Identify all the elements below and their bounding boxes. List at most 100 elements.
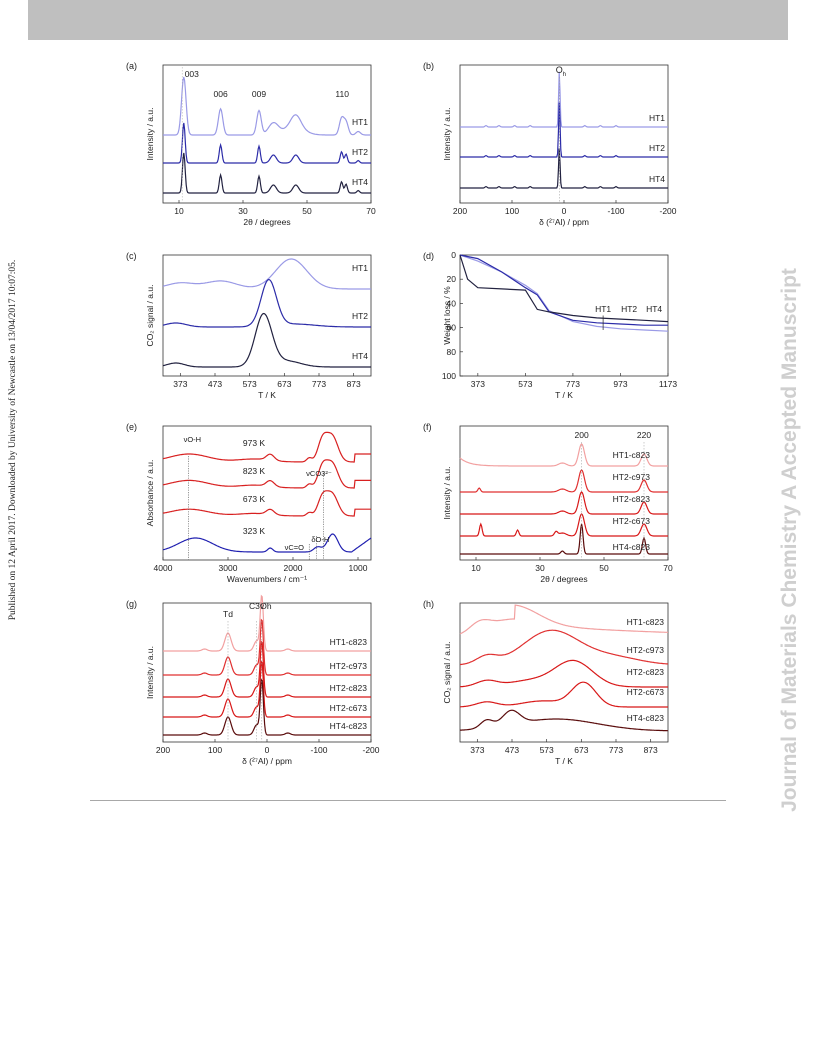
panel-g: (g) Intensity / a.u. δ (²⁷Al) / ppm 200 100 0… [126, 594, 380, 766]
band-annotation: νCO3²⁻ [306, 469, 332, 478]
x-tick-label: 10 [174, 206, 184, 216]
y-tick-label: 80 [447, 347, 457, 357]
series-label: HT1 [352, 263, 368, 273]
panel-label: (f) [423, 422, 432, 432]
series-line [163, 640, 371, 698]
x-tick-label: 773 [609, 745, 623, 755]
y-axis-label: Intensity / a.u. [442, 108, 452, 161]
y-axis-label: Intensity / a.u. [442, 467, 452, 520]
series-line [460, 523, 668, 555]
series-label: HT2 [352, 311, 368, 321]
plot-frame [459, 254, 669, 377]
x-tick-label: 4000 [154, 563, 173, 573]
series-line [163, 678, 371, 736]
series-line [459, 604, 669, 635]
series-label: HT4-c823 [330, 721, 368, 731]
series-label: HT1-c823 [330, 637, 368, 647]
y-axis-label: CO₂ signal / a.u. [442, 642, 452, 704]
peak-annotation: 003 [185, 69, 199, 79]
series-line [162, 533, 372, 553]
series-line [162, 490, 371, 517]
x-tick-label: 50 [599, 563, 609, 573]
y-axis-label: Intensity / a.u. [145, 108, 155, 161]
x-tick-label: 473 [208, 379, 222, 389]
series-line [162, 312, 371, 368]
x-axis-label: T / K [555, 390, 573, 400]
series-label: HT2-c973 [330, 661, 368, 671]
x-axis-label: δ (²⁷Al) / ppm [539, 217, 589, 227]
plot-frame [459, 602, 669, 743]
peak-annotation: O [556, 65, 563, 75]
plot-frame [162, 425, 372, 561]
series-line [163, 76, 371, 136]
x-tick-label: -100 [310, 745, 327, 755]
panel-f: (f) Intensity / a.u. 2θ / degrees 10 30 50 70 H… [423, 422, 673, 584]
y-axis-label: Weight loss / % [442, 286, 452, 345]
x-tick-label: 50 [302, 206, 312, 216]
x-tick-label: 30 [238, 206, 248, 216]
series-line [460, 659, 668, 688]
x-tick-label: 0 [562, 206, 567, 216]
x-tick-label: 70 [663, 563, 673, 573]
series-label: HT4 [352, 351, 368, 361]
y-axis-label: CO₂ signal / a.u. [145, 285, 155, 347]
series-line [163, 122, 371, 164]
x-tick-label: 673 [277, 379, 291, 389]
series-label: HT2-c673 [330, 703, 368, 713]
series-label: HT2-c823 [613, 494, 651, 504]
series-line [459, 443, 668, 467]
series-line [163, 594, 371, 652]
y-axis-label: Intensity / a.u. [145, 646, 155, 699]
x-tick-label: 373 [470, 745, 484, 755]
band-annotation: νC=O [285, 543, 305, 552]
y-tick-label: 60 [447, 323, 457, 333]
peak-annotation: C3v [249, 601, 265, 611]
panel-label: (d) [423, 251, 434, 261]
series-label: HT1 [352, 117, 368, 127]
series-label: HT2-c673 [627, 687, 665, 697]
series-label: HT2-c823 [627, 667, 665, 677]
x-axis-label: Wavenumbers / cm⁻¹ [227, 574, 307, 584]
x-tick-label: 100 [505, 206, 519, 216]
series-line [459, 254, 669, 332]
plot-frame [459, 64, 669, 204]
side-note-text: Published on 12 April 2017. Downloaded b… [8, 259, 18, 621]
x-tick-label: -100 [607, 206, 624, 216]
x-tick-label: 1000 [349, 563, 368, 573]
series-line [163, 152, 371, 194]
series-line [460, 491, 668, 515]
peak-annotation: 110 [335, 89, 349, 99]
x-axis-label: T / K [555, 756, 573, 766]
series-line [459, 709, 668, 732]
series-label: HT4 [649, 174, 665, 184]
footer-rule [90, 800, 726, 801]
panel-label: (e) [126, 422, 137, 432]
peak-annotation: 200 [575, 430, 589, 440]
series-label: 973 K [243, 438, 266, 448]
series-label: HT2 [352, 147, 368, 157]
series-label: 323 K [243, 526, 266, 536]
series-line [460, 513, 668, 537]
y-tick-label: 20 [447, 274, 457, 284]
peak-annotation: 009 [252, 89, 266, 99]
panel-label: (c) [126, 251, 137, 261]
series-label: HT1 [595, 304, 611, 314]
series-label: HT2 [621, 304, 637, 314]
series-label: HT4-c823 [613, 542, 651, 552]
series-label: 673 K [243, 494, 266, 504]
peak-annotation: 220 [637, 430, 651, 440]
band-annotation: νO-H [184, 435, 202, 444]
series-label: HT1-c823 [613, 450, 651, 460]
x-tick-label: 2000 [284, 563, 303, 573]
x-axis-label: 2θ / degrees [243, 217, 290, 227]
y-axis-label: Absorbance / a.u. [145, 460, 155, 527]
series-label: HT1-c823 [627, 617, 665, 627]
panel-label: (b) [423, 61, 434, 71]
series-label: HT2 [649, 143, 665, 153]
y-tick-label: 100 [442, 371, 456, 381]
watermark-text: Journal of Materials Chemistry A Accepte… [778, 268, 801, 812]
x-tick-label: 1173 [659, 379, 678, 389]
peak-annotation: Td [223, 609, 233, 619]
panel-h: (h) CO₂ signal / a.u. T / K 373 473 573 673 773… [423, 599, 669, 766]
panel-label: (h) [423, 599, 434, 609]
